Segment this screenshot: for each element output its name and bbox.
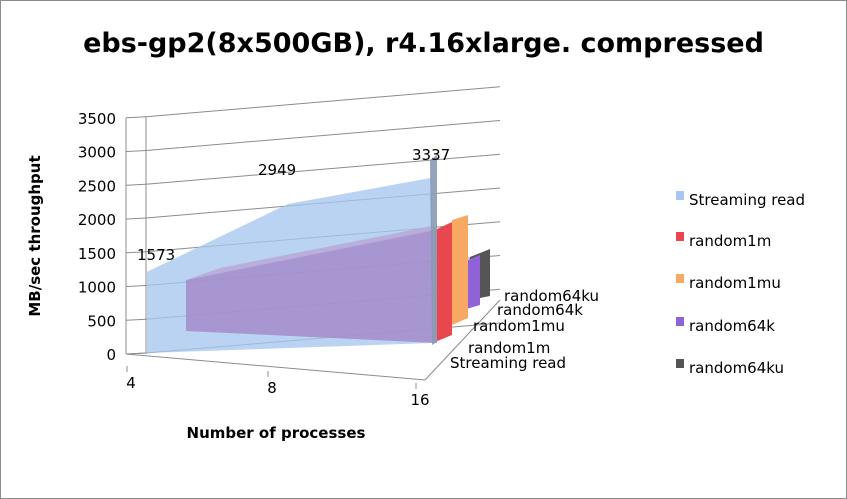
x-axis-title: Number of processes bbox=[187, 424, 366, 442]
y-tick-label: 1500 bbox=[78, 245, 116, 263]
y-gridline bbox=[145, 86, 501, 118]
y-gridline-left bbox=[125, 150, 147, 152]
legend-label: random1m bbox=[689, 232, 771, 250]
legend-label: random1mu bbox=[689, 274, 781, 292]
legend-swatch bbox=[676, 274, 684, 283]
series-area-random-top bbox=[186, 226, 437, 280]
series-area-streaming-read-side bbox=[430, 155, 437, 345]
legend-swatch bbox=[676, 359, 684, 368]
legend-label: Streaming read bbox=[689, 191, 805, 209]
series-layer bbox=[147, 155, 490, 353]
depth-tick-label: random64ku bbox=[504, 287, 599, 305]
x-tick-label: 4 bbox=[126, 374, 136, 392]
legend: Streaming read random1m random1mu random64k… bbox=[676, 191, 805, 377]
depth-tick-label: random64k bbox=[497, 301, 583, 319]
legend-swatch bbox=[676, 191, 684, 200]
axis-layer: 0 500 1000 1500 2000 2500 3000 3500 1573 2949 3337… bbox=[26, 110, 599, 442]
y-tick-label: 2000 bbox=[78, 211, 116, 229]
depth-tick-label: random1mu bbox=[473, 317, 565, 335]
y-axis-title: MB/sec throughput bbox=[26, 155, 44, 316]
y-tick-label: 3500 bbox=[78, 110, 116, 128]
depth-tick-label: Streaming read bbox=[450, 354, 566, 372]
y-gridline-left bbox=[125, 116, 147, 119]
y-gridline bbox=[145, 153, 501, 185]
data-label: 2949 bbox=[258, 161, 296, 179]
legend-swatch bbox=[676, 232, 684, 241]
series-area-random1mu bbox=[452, 215, 468, 325]
chart-title: ebs-gp2(8x500GB), r4.16xlarge. compresse… bbox=[83, 28, 764, 59]
y-gridline-left bbox=[125, 217, 147, 220]
y-tick-label: 500 bbox=[87, 312, 116, 330]
x-tick-label: 16 bbox=[410, 391, 429, 409]
y-gridline-left bbox=[125, 251, 147, 254]
series-area-random1m bbox=[435, 222, 452, 342]
series-area-random-overlap bbox=[186, 230, 437, 343]
y-gridline-left bbox=[125, 318, 147, 321]
y-tick-label: 0 bbox=[106, 346, 116, 364]
legend-label: random64k bbox=[689, 317, 775, 335]
y-gridline bbox=[145, 120, 501, 151]
depth-tick-label: random1m bbox=[468, 339, 550, 357]
y-tick-label: 1000 bbox=[78, 279, 116, 297]
y-tick-label: 2500 bbox=[78, 177, 116, 195]
y-gridline-left bbox=[125, 285, 147, 287]
data-label: 3337 bbox=[412, 146, 450, 164]
data-label: 1573 bbox=[137, 246, 175, 264]
depth-axis-line bbox=[424, 299, 501, 381]
y-gridline-left bbox=[125, 183, 147, 186]
legend-label: random64ku bbox=[689, 359, 784, 377]
x-axis-line bbox=[125, 353, 426, 381]
x-tick-label: 8 bbox=[267, 379, 277, 397]
y-tick-label: 3000 bbox=[78, 144, 116, 162]
legend-swatch bbox=[676, 317, 684, 326]
